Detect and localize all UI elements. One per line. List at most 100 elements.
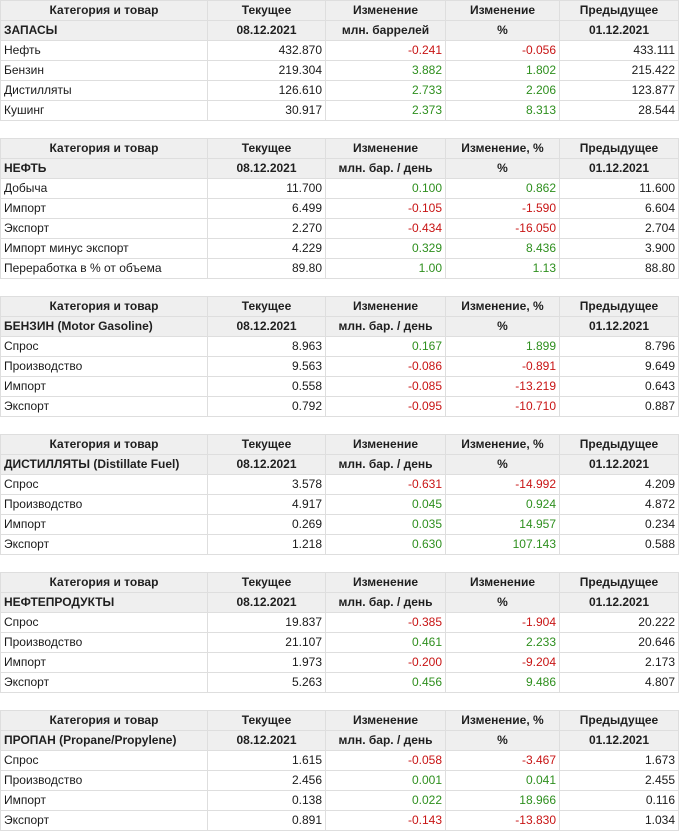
table-gasoline: Категория и товар Текущее Изменение Изме… (0, 296, 679, 417)
change-pct-value: -0.891 (445, 356, 560, 377)
change-pct-value: 0.924 (445, 494, 560, 515)
current-value: 11.700 (207, 178, 326, 199)
col-header-change-pct: Изменение, % (445, 296, 560, 317)
change-value: 0.022 (325, 790, 446, 811)
pct-unit: % (445, 316, 560, 337)
current-value: 0.792 (207, 396, 326, 417)
previous-value: 8.796 (559, 336, 679, 357)
col-header-category: Категория и товар (0, 434, 208, 455)
current-value: 89.80 (207, 258, 326, 279)
previous-value: 3.900 (559, 238, 679, 259)
change-value: -0.200 (325, 652, 446, 673)
table-row: Спрос 8.963 0.167 1.899 8.796 (0, 336, 679, 357)
previous-value: 0.887 (559, 396, 679, 417)
previous-value: 11.600 (559, 178, 679, 199)
row-label: Импорт (0, 514, 208, 535)
table-row: Экспорт 1.218 0.630 107.143 0.588 (0, 534, 679, 555)
current-value: 126.610 (207, 80, 326, 101)
change-pct-value: -1.590 (445, 198, 560, 219)
table-subheader: НЕФТЬ 08.12.2021 млн. бар. / день % 01.1… (0, 158, 679, 179)
current-value: 3.578 (207, 474, 326, 495)
current-value: 0.269 (207, 514, 326, 535)
table-row: Импорт 0.269 0.035 14.957 0.234 (0, 514, 679, 535)
row-label: Бензин (0, 60, 208, 81)
change-value: -0.086 (325, 356, 446, 377)
table-row: Импорт минус экспорт 4.229 0.329 8.436 3… (0, 238, 679, 259)
section-gap (0, 279, 679, 296)
table-distillates: Категория и товар Текущее Изменение Изме… (0, 434, 679, 555)
change-value: 0.456 (325, 672, 446, 693)
change-value: 1.00 (325, 258, 446, 279)
change-pct-value: -3.467 (445, 750, 560, 771)
change-value: -0.095 (325, 396, 446, 417)
current-value: 432.870 (207, 40, 326, 61)
col-header-change: Изменение (325, 296, 446, 317)
previous-value: 433.111 (559, 40, 679, 61)
change-unit: млн. баррелей (325, 20, 446, 41)
table-row: Импорт 0.138 0.022 18.966 0.116 (0, 790, 679, 811)
col-header-previous: Предыдущее (559, 572, 679, 593)
change-value: -0.434 (325, 218, 446, 239)
previous-date: 01.12.2021 (559, 20, 679, 41)
previous-value: 0.234 (559, 514, 679, 535)
current-date: 08.12.2021 (207, 316, 326, 337)
previous-value: 215.422 (559, 60, 679, 81)
previous-value: 123.877 (559, 80, 679, 101)
current-value: 1.615 (207, 750, 326, 771)
change-pct-value: -9.204 (445, 652, 560, 673)
col-header-previous: Предыдущее (559, 0, 679, 21)
table-row: Экспорт 0.891 -0.143 -13.830 1.034 (0, 810, 679, 831)
change-pct-value: 107.143 (445, 534, 560, 555)
change-value: 0.461 (325, 632, 446, 653)
change-value: 2.373 (325, 100, 446, 121)
change-value: -0.241 (325, 40, 446, 61)
table-subheader: ЗАПАСЫ 08.12.2021 млн. баррелей % 01.12.… (0, 20, 679, 41)
pct-unit: % (445, 592, 560, 613)
previous-value: 4.209 (559, 474, 679, 495)
table-row: Спрос 19.837 -0.385 -1.904 20.222 (0, 612, 679, 633)
col-header-current: Текущее (207, 296, 326, 317)
previous-value: 2.173 (559, 652, 679, 673)
current-value: 2.456 (207, 770, 326, 791)
previous-value: 0.588 (559, 534, 679, 555)
section-gap (0, 417, 679, 434)
change-value: 0.100 (325, 178, 446, 199)
table-crude-oil: Категория и товар Текущее Изменение Изме… (0, 138, 679, 279)
current-value: 9.563 (207, 356, 326, 377)
pct-unit: % (445, 730, 560, 751)
change-unit: млн. бар. / день (325, 316, 446, 337)
table-row: Бензин 219.304 3.882 1.802 215.422 (0, 60, 679, 81)
change-value: -0.385 (325, 612, 446, 633)
table-stocks: Категория и товар Текущее Изменение Изме… (0, 0, 679, 121)
row-label: Производство (0, 632, 208, 653)
row-label: Спрос (0, 336, 208, 357)
change-value: -0.631 (325, 474, 446, 495)
row-label: Добыча (0, 178, 208, 199)
row-label: Экспорт (0, 534, 208, 555)
change-unit: млн. бар. / день (325, 158, 446, 179)
col-header-change-pct: Изменение, % (445, 138, 560, 159)
change-pct-value: 18.966 (445, 790, 560, 811)
current-value: 4.229 (207, 238, 326, 259)
table-subheader: БЕНЗИН (Motor Gasoline) 08.12.2021 млн. … (0, 316, 679, 337)
row-label: Спрос (0, 474, 208, 495)
change-unit: млн. бар. / день (325, 592, 446, 613)
pct-unit: % (445, 454, 560, 475)
current-value: 0.558 (207, 376, 326, 397)
table-row: Производство 4.917 0.045 0.924 4.872 (0, 494, 679, 515)
previous-date: 01.12.2021 (559, 158, 679, 179)
change-value: 2.733 (325, 80, 446, 101)
change-pct-value: -16.050 (445, 218, 560, 239)
change-pct-value: -13.219 (445, 376, 560, 397)
section-title: ПРОПАН (Propane/Propylene) (0, 730, 208, 751)
row-label: Импорт минус экспорт (0, 238, 208, 259)
current-date: 08.12.2021 (207, 454, 326, 475)
change-value: 0.035 (325, 514, 446, 535)
col-header-previous: Предыдущее (559, 138, 679, 159)
col-header-current: Текущее (207, 572, 326, 593)
current-value: 4.917 (207, 494, 326, 515)
current-value: 8.963 (207, 336, 326, 357)
current-date: 08.12.2021 (207, 158, 326, 179)
current-value: 30.917 (207, 100, 326, 121)
